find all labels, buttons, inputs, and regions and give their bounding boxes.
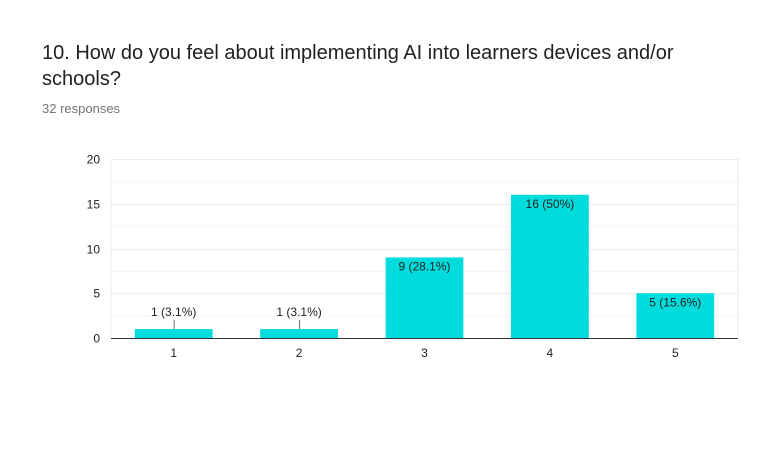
y-tick-label: 0 bbox=[93, 332, 100, 346]
x-tick-label: 5 bbox=[672, 346, 679, 360]
y-tick-label: 10 bbox=[87, 243, 101, 257]
x-tick-label: 4 bbox=[547, 346, 554, 360]
response-count: 32 responses bbox=[42, 101, 121, 116]
y-tick-label: 20 bbox=[87, 153, 101, 167]
x-tick-label: 2 bbox=[296, 346, 303, 360]
bar-5 bbox=[636, 293, 715, 338]
data-label: 1 (3.1%) bbox=[151, 305, 196, 319]
y-tick-label: 5 bbox=[93, 287, 100, 301]
x-tick-label: 3 bbox=[421, 346, 428, 360]
x-tick-label: 1 bbox=[170, 346, 177, 360]
bar-2 bbox=[260, 329, 338, 338]
bar-4 bbox=[511, 194, 589, 338]
bar-3 bbox=[385, 257, 464, 338]
data-label: 9 (28.1%) bbox=[398, 259, 450, 273]
data-label: 1 (3.1%) bbox=[276, 305, 321, 319]
data-label: 16 (50%) bbox=[526, 197, 575, 211]
data-label: 5 (15.6%) bbox=[649, 295, 701, 309]
y-tick-label: 15 bbox=[87, 198, 101, 212]
bar-1 bbox=[134, 329, 213, 338]
question-title: 10. How do you feel about implementing A… bbox=[42, 42, 674, 90]
